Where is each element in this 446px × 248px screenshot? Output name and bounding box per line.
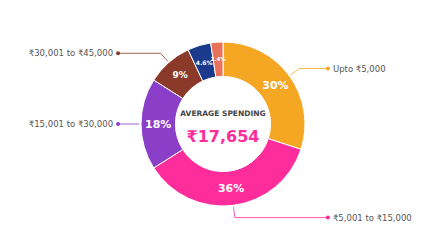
data-label: 30% [262,79,288,92]
leader-dot [326,216,330,220]
category-label: ₹15,001 to ₹30,000 [29,119,113,129]
leader-line [118,124,139,125]
plot: 30%36%18%9%4.6%2.4%Upto ₹5,000₹5,001 to … [29,42,412,223]
leader-dot [116,122,120,126]
data-label: 2.4% [210,56,226,62]
chart: 30%36%18%9%4.6%2.4%Upto ₹5,000₹5,001 to … [0,0,446,248]
annotation: ₹17,654 [187,127,260,146]
category-label: ₹30,001 to ₹45,000 [29,48,113,58]
data-labels: 30%36%18%9%4.6%2.4% [145,56,289,194]
category-label: ₹5,001 to ₹15,000 [333,213,412,223]
leader-line [118,53,168,61]
slices [141,42,305,206]
leader-line [291,69,328,75]
category-label: Upto ₹5,000 [333,64,386,74]
category-labels: Upto ₹5,000 ₹5,001 to ₹15,000 ₹15,001 to ₹… [29,48,412,222]
data-label: 9% [173,70,188,80]
data-label: 18% [145,118,171,131]
leader-dot [326,67,330,71]
leader-line [233,207,327,218]
data-label: 36% [218,182,244,195]
leader-dot [116,51,120,55]
annotation: AVERAGE SPENDING [180,109,265,118]
center-text: AVERAGE SPENDING ₹17,654 [180,109,265,146]
